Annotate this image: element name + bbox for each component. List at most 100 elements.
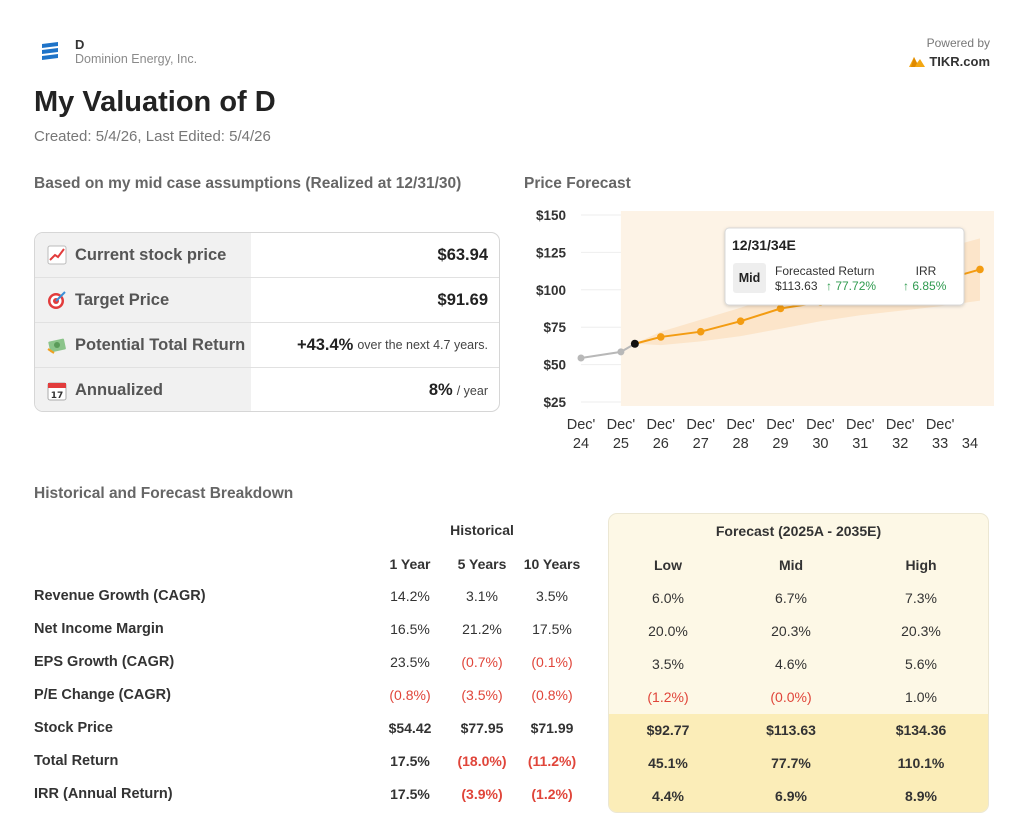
historical-column-header: 1 Year xyxy=(389,556,431,572)
x-tick-label-top: Dec' xyxy=(926,417,955,433)
x-tick-label-bottom: 31 xyxy=(852,436,868,452)
forecast-cell: 8.9% xyxy=(905,788,937,804)
summary-row-current-price: Current stock price $63.94 xyxy=(35,233,499,278)
historical-column-header: 5 Years xyxy=(457,556,507,572)
summary-label: 17 Annualized xyxy=(35,368,251,411)
price-forecast-chart[interactable]: $150 $125 $100 $75 $50 $25 Dec' 24 Dec' 25 Dec' 26… xyxy=(524,196,994,464)
tikr-brand-label: TIKR.com xyxy=(929,54,990,69)
table-row-label: P/E Change (CAGR) xyxy=(34,687,171,703)
forecast-cell: 3.5% xyxy=(652,656,684,672)
tikr-brand[interactable]: TIKR.com xyxy=(909,54,990,69)
historical-cell: 17.5% xyxy=(390,753,430,769)
dominion-logo-icon xyxy=(42,42,58,60)
forecast-group-header: Forecast (2025A - 2035E) xyxy=(715,523,882,539)
forecast-point xyxy=(976,265,984,274)
forecast-cell: 7.3% xyxy=(905,590,937,606)
historical-point xyxy=(617,348,625,356)
historical-column-header: 10 Years xyxy=(523,556,581,572)
historical-cell: (11.2%) xyxy=(527,753,577,769)
historical-cell: (3.5%) xyxy=(461,687,503,703)
money-icon xyxy=(47,338,66,354)
forecast-point xyxy=(736,317,745,326)
y-tick-label: $25 xyxy=(543,395,566,410)
historical-cell: (18.0%) xyxy=(457,753,507,769)
tooltip-label: Forecasted Return xyxy=(775,264,874,278)
chart-tooltip: 12/31/34E Mid Forecasted Return IRR $113… xyxy=(724,227,965,306)
historical-group-header: Historical xyxy=(450,522,514,538)
x-tick-label-bottom: 29 xyxy=(772,436,788,452)
tooltip-return: ↑ 77.72% xyxy=(826,279,876,293)
forecast-cell: $134.36 xyxy=(895,722,947,738)
summary-label: Potential Total Return xyxy=(35,323,251,367)
historical-cell: 17.5% xyxy=(390,786,430,802)
historical-cell: (0.1%) xyxy=(531,654,573,670)
x-tick-label-bottom: 24 xyxy=(573,436,589,452)
summary-row-target-price: Target Price $91.69 xyxy=(35,278,499,323)
historical-cell: $77.95 xyxy=(460,720,504,736)
tooltip-irr: ↑ 6.85% xyxy=(903,279,947,293)
x-tick-label-top: Dec' xyxy=(607,417,636,433)
forecast-point xyxy=(776,304,785,313)
historical-cell: (3.9%) xyxy=(461,786,503,802)
y-axis-ticks: $150 $125 $100 $75 $50 $25 xyxy=(536,208,567,410)
forecast-cell: $92.77 xyxy=(646,722,690,738)
x-tick-label-top: Dec' xyxy=(846,417,875,433)
chart-increasing-icon xyxy=(47,245,67,265)
target-icon xyxy=(48,291,66,309)
y-tick-label: $150 xyxy=(536,208,566,223)
x-axis-ticks: Dec' 24 Dec' 25 Dec' 26 Dec' 27 Dec' 28 Dec' 29 Dec'… xyxy=(567,417,978,452)
historical-cell: $54.42 xyxy=(388,720,432,736)
summary-value: $63.94 xyxy=(437,245,488,264)
forecast-cell: 6.0% xyxy=(652,590,684,606)
summary-card: Current stock price $63.94 Target Price … xyxy=(34,232,500,412)
summary-row-potential-return: Potential Total Return +43.4% over the n… xyxy=(35,323,499,368)
forecast-cell: 6.9% xyxy=(775,788,807,804)
x-tick-label-bottom: 33 xyxy=(932,436,948,452)
historical-cell: 23.5% xyxy=(390,654,430,670)
forecast-point xyxy=(696,327,705,336)
x-tick-label-bottom: 25 xyxy=(613,436,629,452)
report-header: D Dominion Energy, Inc. Powered by TIKR.… xyxy=(34,36,990,72)
summary-value: $91.69 xyxy=(437,290,488,309)
historical-cell: 14.2% xyxy=(390,588,430,604)
x-tick-label-top: Dec' xyxy=(686,417,715,433)
x-tick-label-bottom: 26 xyxy=(653,436,669,452)
calendar-icon: 17 xyxy=(47,382,67,401)
forecast-cell: 110.1% xyxy=(897,755,945,771)
tikr-logo-icon xyxy=(909,57,926,67)
table-row-label: EPS Growth (CAGR) xyxy=(34,654,175,670)
forecast-cell: (1.2%) xyxy=(647,689,689,705)
summary-row-annualized: 17 Annualized 8% / year xyxy=(35,368,499,411)
x-tick-label-top: Dec' xyxy=(647,417,676,433)
chart-title: Price Forecast xyxy=(524,175,631,192)
forecast-point xyxy=(657,333,665,341)
summary-label: Target Price xyxy=(35,278,251,322)
table-row-label: Revenue Growth (CAGR) xyxy=(34,588,206,604)
tooltip-irr-label: IRR xyxy=(916,264,937,278)
summary-heading: Based on my mid case assumptions (Realiz… xyxy=(34,175,462,192)
summary-label: Current stock price xyxy=(35,233,251,277)
powered-by: Powered by TIKR.com xyxy=(909,36,990,69)
forecast-column-header: Mid xyxy=(778,557,804,573)
forecast-cell: 4.4% xyxy=(652,788,684,804)
forecast-cell: (0.0%) xyxy=(770,689,812,705)
x-tick-label-bottom: 28 xyxy=(733,436,749,452)
breakdown-heading: Historical and Forecast Breakdown xyxy=(34,485,294,502)
company-name: Dominion Energy, Inc. xyxy=(75,52,198,66)
page-subtitle: Created: 5/4/26, Last Edited: 5/4/26 xyxy=(34,128,271,145)
historical-cell: (0.7%) xyxy=(461,654,503,670)
forecast-cell: $113.63 xyxy=(766,722,816,738)
y-tick-label: $125 xyxy=(536,245,567,260)
y-tick-label: $50 xyxy=(543,358,566,373)
forecast-cell: 77.7% xyxy=(771,755,811,771)
svg-text:17: 17 xyxy=(51,391,64,401)
tooltip-price: $113.63 xyxy=(775,279,818,293)
x-tick-label-top: Dec' xyxy=(726,417,755,433)
x-tick-label-top: Dec' xyxy=(766,417,795,433)
powered-by-label: Powered by xyxy=(926,36,990,50)
x-tick-label-bottom: 30 xyxy=(812,436,828,452)
forecast-cell: 20.3% xyxy=(901,623,941,639)
x-tick-label-top: Dec' xyxy=(806,417,835,433)
forecast-panel xyxy=(608,513,989,813)
table-row-label: IRR (Annual Return) xyxy=(34,786,173,802)
